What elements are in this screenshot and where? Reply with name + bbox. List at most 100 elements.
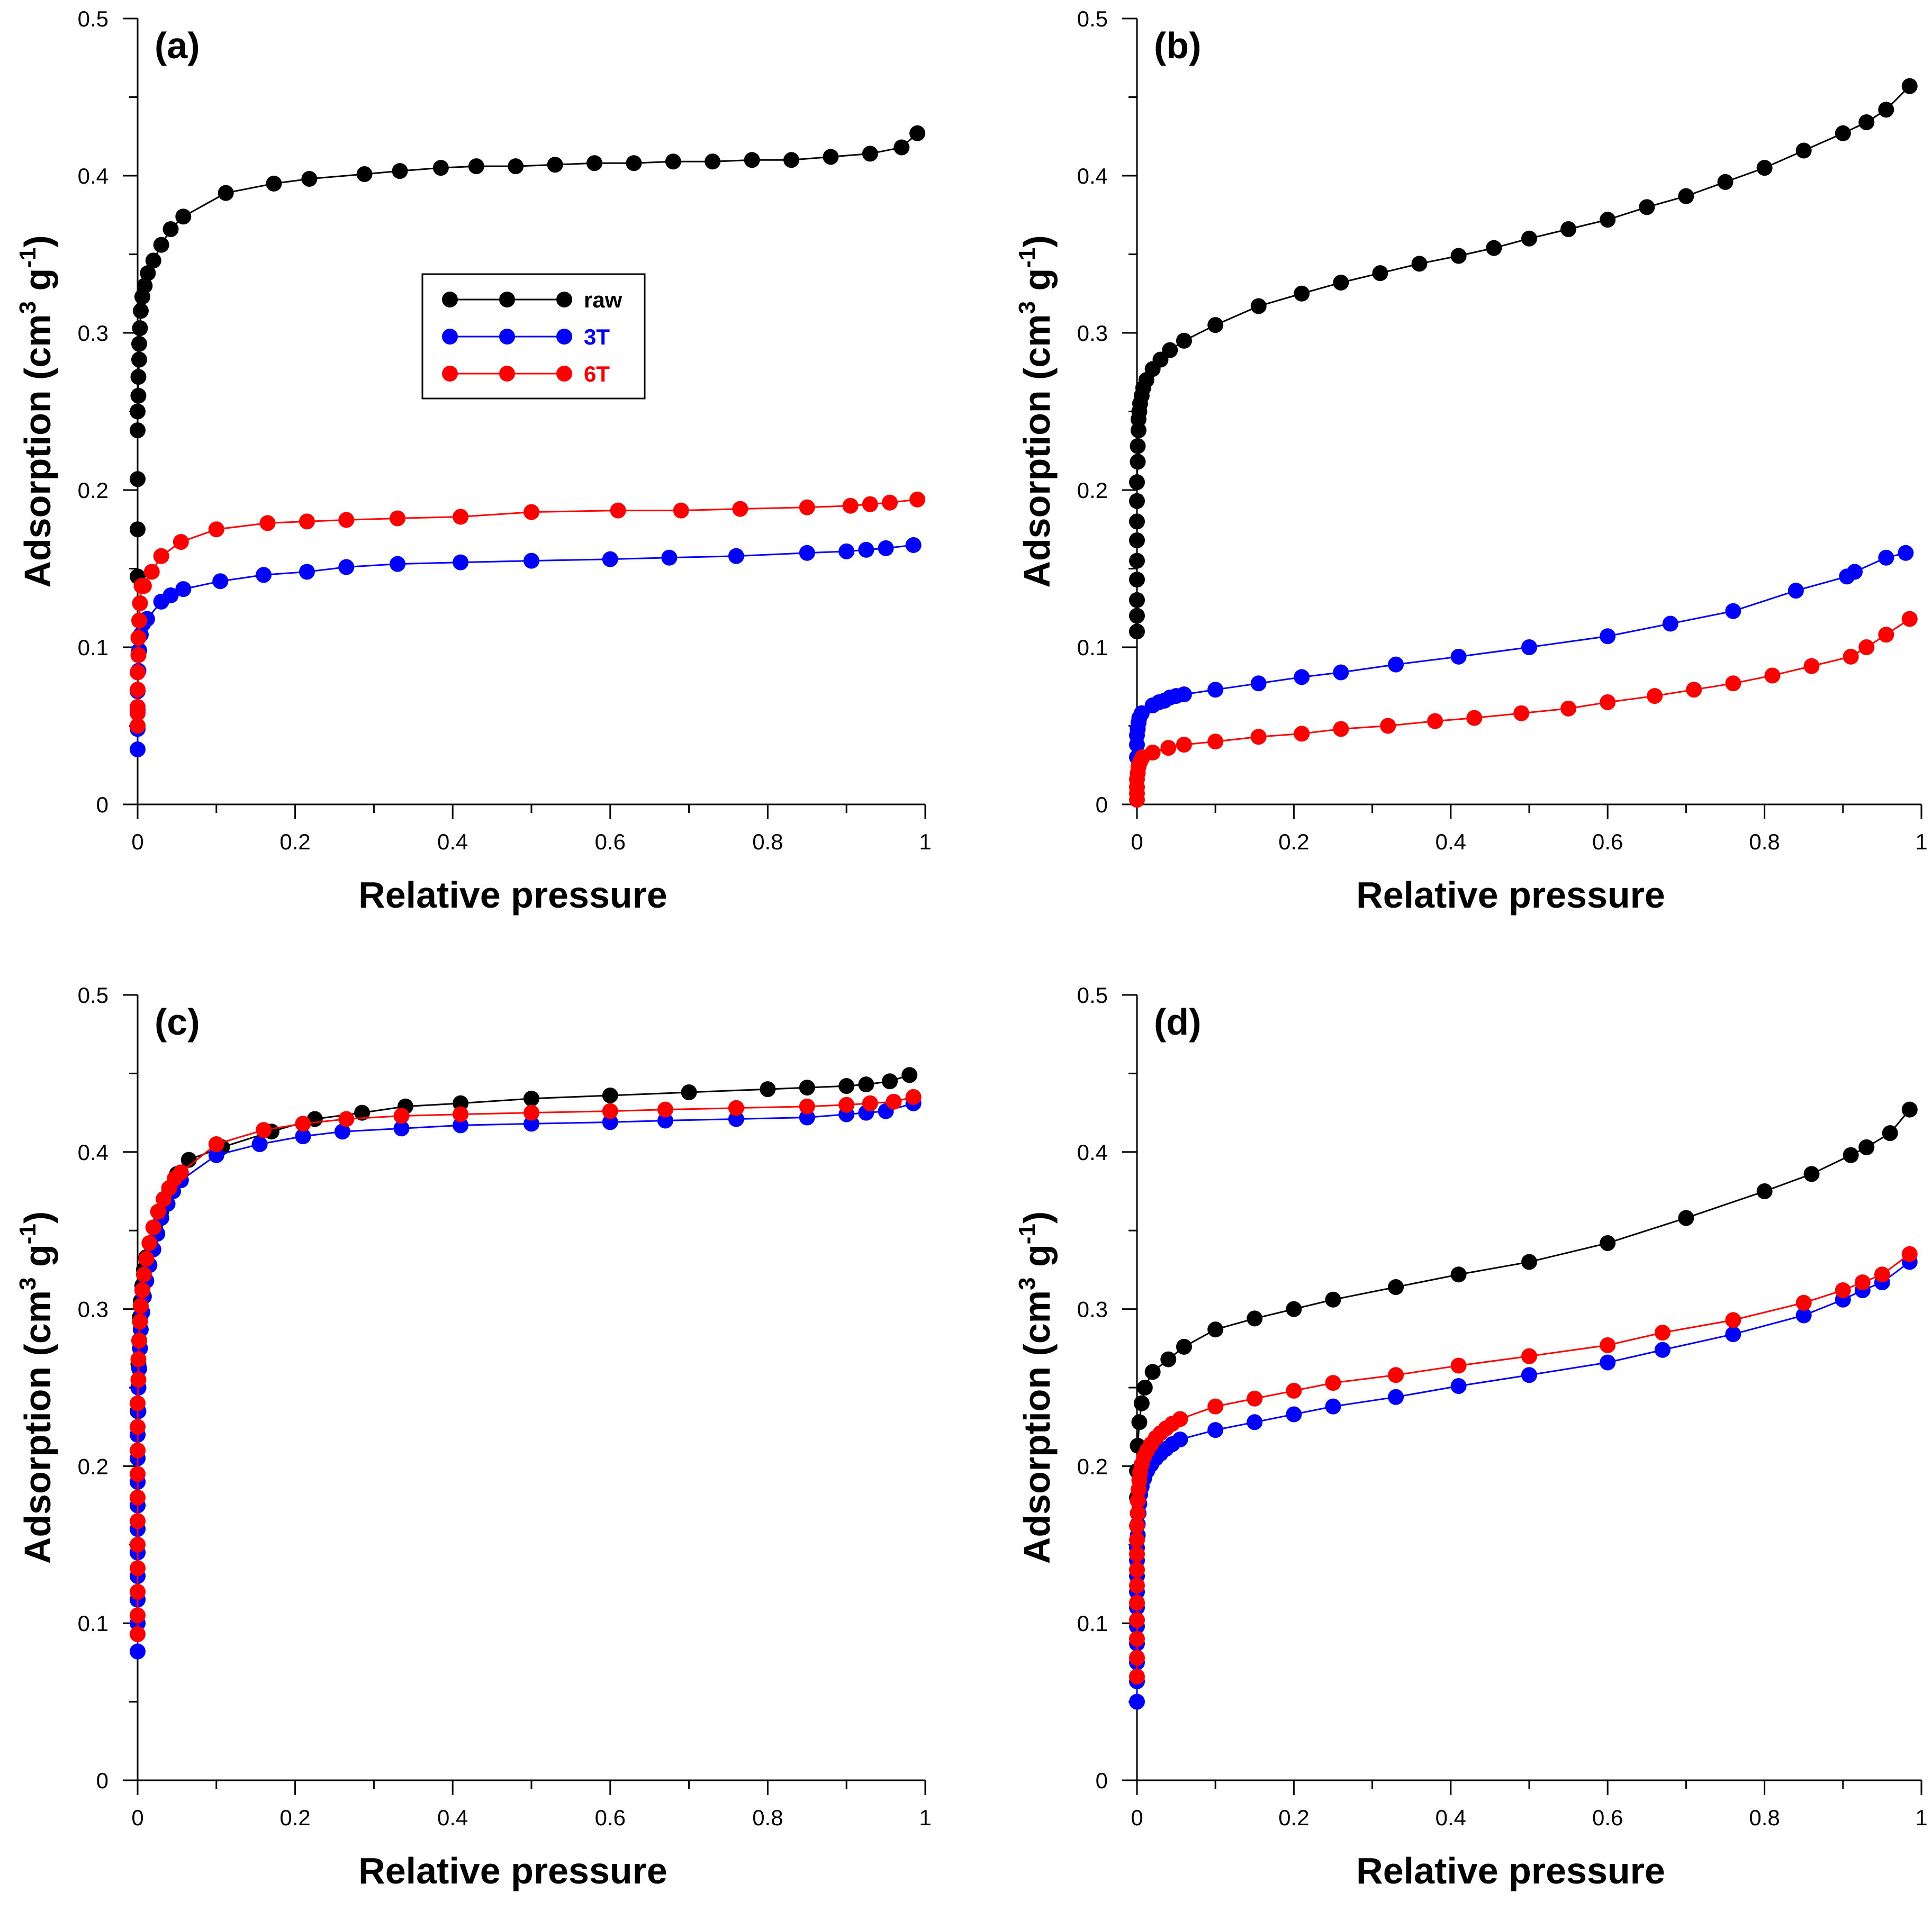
y-axis-title-part: 3 xyxy=(15,1277,41,1290)
data-point xyxy=(130,682,146,698)
data-point xyxy=(1600,694,1616,710)
data-point xyxy=(1411,256,1428,272)
x-tick-label: 0.8 xyxy=(752,1805,783,1830)
data-point xyxy=(153,237,169,253)
data-point xyxy=(1207,1321,1224,1338)
data-point xyxy=(1333,721,1349,737)
data-point xyxy=(1717,174,1734,190)
data-point xyxy=(130,1643,146,1660)
series-line-raw xyxy=(1136,1109,1910,1498)
data-point xyxy=(1130,1505,1146,1521)
data-point xyxy=(838,543,855,559)
data-point xyxy=(862,146,878,162)
data-point xyxy=(1129,1577,1145,1593)
data-point xyxy=(1133,1395,1150,1411)
data-point xyxy=(1600,1354,1616,1371)
data-point xyxy=(175,581,192,597)
data-point xyxy=(1600,212,1616,228)
y-tick-label: 0.4 xyxy=(1077,1140,1108,1165)
y-tick-label: 0.2 xyxy=(78,1454,109,1479)
data-point xyxy=(1521,1348,1537,1364)
data-point xyxy=(610,502,626,519)
data-point xyxy=(1647,688,1663,704)
data-point xyxy=(1466,710,1483,726)
data-point xyxy=(1129,608,1145,624)
data-point xyxy=(799,1098,815,1115)
data-point xyxy=(1600,628,1616,645)
y-axis-title-part: g xyxy=(17,1244,58,1277)
y-axis-title-part: 3 xyxy=(1014,301,1040,314)
series-3T xyxy=(130,1095,922,1660)
legend-swatch-marker xyxy=(499,366,515,382)
data-point xyxy=(838,1097,855,1113)
data-point xyxy=(393,1108,410,1124)
legend-label: 3T xyxy=(584,324,610,349)
y-tick-label: 0 xyxy=(1096,1768,1108,1793)
data-point xyxy=(1756,1183,1773,1199)
data-point xyxy=(901,1067,918,1083)
data-point xyxy=(1521,639,1537,655)
legend-label: 6T xyxy=(584,361,610,386)
data-point xyxy=(1176,1338,1192,1355)
data-point xyxy=(130,387,147,404)
data-point xyxy=(130,664,146,681)
y-tick-label: 0.4 xyxy=(78,164,109,188)
series-raw xyxy=(130,125,926,585)
data-point xyxy=(673,502,689,519)
data-point xyxy=(130,630,147,646)
x-tick-label: 0.8 xyxy=(1749,829,1780,854)
data-point xyxy=(1874,1266,1890,1283)
series-line-raw xyxy=(1136,85,1910,632)
data-point xyxy=(130,699,146,715)
x-tick-label: 0 xyxy=(131,1805,143,1830)
y-axis-title-part: 3 xyxy=(1014,1277,1040,1290)
y-axis-title-part: g xyxy=(1016,268,1058,301)
chart-panel-3: 0 0.1 0.2 0.3 0.4 0.5 0 0.2 0.4 0.6 0.8 1 Relative p… xyxy=(1014,983,1928,1891)
data-point xyxy=(393,1120,410,1137)
x-tick-label: 0.4 xyxy=(1436,829,1466,854)
x-tick-label: 0 xyxy=(1131,829,1143,854)
data-point xyxy=(1325,1398,1341,1415)
data-point xyxy=(130,718,146,734)
data-point xyxy=(602,1114,618,1130)
data-point xyxy=(1901,1101,1918,1118)
data-point xyxy=(453,1106,469,1122)
data-point xyxy=(657,1112,673,1129)
data-point xyxy=(130,1536,146,1553)
data-point xyxy=(145,1219,161,1236)
data-point xyxy=(130,741,146,758)
data-point xyxy=(1847,564,1863,580)
y-tick-label: 0.1 xyxy=(78,635,109,660)
data-point xyxy=(1854,1274,1871,1291)
data-point xyxy=(1130,438,1146,454)
x-axis-title: Relative pressure xyxy=(358,874,667,916)
panel-label: (b) xyxy=(1154,25,1201,66)
data-point xyxy=(468,158,484,175)
y-axis-title: Adsorption (cm3 g-1) xyxy=(15,235,58,587)
data-point xyxy=(453,1095,469,1111)
data-point xyxy=(799,545,815,561)
data-point xyxy=(1521,230,1537,247)
data-point xyxy=(390,510,406,527)
data-point xyxy=(1388,656,1404,673)
data-point xyxy=(130,422,146,439)
data-point xyxy=(251,1136,268,1152)
y-axis-title: Adsorption (cm3 g-1) xyxy=(1014,1211,1058,1564)
data-point xyxy=(1803,1166,1820,1182)
data-point xyxy=(153,548,169,564)
data-point xyxy=(453,1117,469,1134)
y-axis-title-part: Adsorption (cm xyxy=(17,1290,58,1564)
data-point xyxy=(1172,1431,1188,1447)
data-point xyxy=(130,369,147,385)
data-point xyxy=(1333,664,1349,681)
data-point xyxy=(338,559,355,575)
y-axis-title-part: ) xyxy=(17,235,58,247)
data-point xyxy=(266,175,282,192)
data-point xyxy=(1129,1612,1145,1628)
series-line-6T xyxy=(137,499,918,726)
data-point xyxy=(1450,648,1467,665)
data-point xyxy=(799,1109,815,1126)
data-point xyxy=(665,153,681,170)
data-point xyxy=(1129,493,1145,509)
data-point xyxy=(799,499,815,515)
